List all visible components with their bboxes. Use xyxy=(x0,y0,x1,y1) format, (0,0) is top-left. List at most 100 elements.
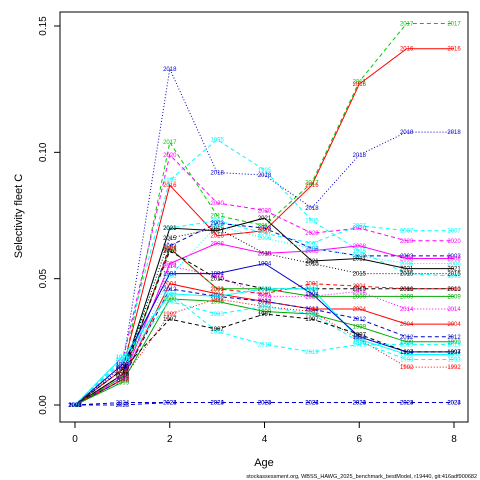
point-label-2024: 2024 xyxy=(163,400,177,406)
point-label-2019: 2019 xyxy=(447,342,461,348)
point-label-1993: 1993 xyxy=(305,312,319,318)
point-label-2001: 2001 xyxy=(353,284,367,290)
point-label-1996: 1996 xyxy=(116,355,130,361)
point-label-2019: 2019 xyxy=(116,358,130,364)
point-label-2019: 2019 xyxy=(258,342,272,348)
point-label-2004: 2004 xyxy=(68,403,82,409)
point-label-2017: 2017 xyxy=(258,224,272,230)
point-label-2017: 2017 xyxy=(447,21,461,27)
point-label-1996: 1996 xyxy=(305,287,319,293)
point-label-2021: 2021 xyxy=(210,229,224,235)
point-label-1992: 1992 xyxy=(116,378,130,384)
point-label-1995: 1995 xyxy=(68,403,82,409)
point-label-2020: 2020 xyxy=(163,153,177,159)
point-label-2014: 2014 xyxy=(68,403,82,409)
point-label-2015: 2015 xyxy=(116,373,130,379)
point-label-1993: 1993 xyxy=(163,299,177,305)
point-label-2021: 2021 xyxy=(163,226,177,232)
point-label-2024: 2024 xyxy=(116,400,130,406)
point-label-1992: 1992 xyxy=(447,365,461,371)
point-label-2015: 2015 xyxy=(68,403,82,409)
point-label-1999: 1999 xyxy=(163,297,177,303)
point-label-2008: 2008 xyxy=(447,256,461,262)
point-label-2020: 2020 xyxy=(68,403,82,409)
point-label-1999: 1999 xyxy=(447,340,461,346)
x-tick-label: 8 xyxy=(451,434,457,445)
point-label-2020: 2020 xyxy=(353,226,367,232)
x-tick-label: 0 xyxy=(72,434,78,445)
point-label-2012: 2012 xyxy=(210,294,224,300)
point-label-2003: 2003 xyxy=(68,403,82,409)
point-label-2012: 2012 xyxy=(400,335,414,341)
point-label-2015: 2015 xyxy=(258,251,272,257)
point-label-2021: 2021 xyxy=(68,403,82,409)
point-label-2003: 2003 xyxy=(305,246,319,252)
point-label-2010: 2010 xyxy=(68,403,82,409)
point-label-2001: 2001 xyxy=(400,287,414,293)
point-label-2006: 2006 xyxy=(258,236,272,242)
point-label-2004: 2004 xyxy=(447,322,461,328)
point-label-1997: 1997 xyxy=(68,403,82,409)
point-label-2008: 2008 xyxy=(163,262,177,268)
point-label-2009: 2009 xyxy=(305,294,319,300)
point-label-2016: 2016 xyxy=(258,229,272,235)
point-label-2016: 2016 xyxy=(116,368,130,374)
point-label-1992: 1992 xyxy=(68,403,82,409)
point-label-2019: 2019 xyxy=(400,342,414,348)
series-line-1995 xyxy=(74,139,455,406)
point-label-1992: 1992 xyxy=(353,337,367,343)
point-label-2021: 2021 xyxy=(353,256,367,262)
point-label-1994: 1994 xyxy=(163,272,177,278)
point-label-2010: 2010 xyxy=(305,287,319,293)
point-label-2009: 2009 xyxy=(400,294,414,300)
point-label-2014: 2014 xyxy=(210,274,224,280)
point-label-2021: 2021 xyxy=(258,216,272,222)
series-line-1994 xyxy=(74,262,454,406)
point-label-2014: 2014 xyxy=(400,307,414,313)
point-label-2015: 2015 xyxy=(163,236,177,242)
point-label-2012: 2012 xyxy=(447,335,461,341)
point-label-2024: 2024 xyxy=(400,400,414,406)
point-label-1997: 1997 xyxy=(116,368,130,374)
point-label-2017: 2017 xyxy=(68,403,82,409)
point-label-1995: 1995 xyxy=(400,272,414,278)
point-label-1994: 1994 xyxy=(400,350,414,356)
point-label-2008: 2008 xyxy=(210,241,224,247)
point-label-2001: 2001 xyxy=(305,282,319,288)
point-label-1995: 1995 xyxy=(447,274,461,280)
point-label-1994: 1994 xyxy=(116,363,130,369)
point-label-2016: 2016 xyxy=(163,183,177,189)
point-label-2018: 2018 xyxy=(305,206,319,212)
point-label-2012: 2012 xyxy=(353,317,367,323)
point-label-2012: 2012 xyxy=(305,307,319,313)
y-tick-label: 0.10 xyxy=(38,142,49,162)
point-label-2007: 2007 xyxy=(353,224,367,230)
point-label-1995: 1995 xyxy=(353,249,367,255)
point-label-2019: 2019 xyxy=(68,403,82,409)
series-line-2007 xyxy=(74,220,454,406)
point-label-1995: 1995 xyxy=(210,138,224,144)
point-label-2003: 2003 xyxy=(210,221,224,227)
point-label-1995: 1995 xyxy=(163,178,177,184)
point-label-2023: 2023 xyxy=(163,400,177,406)
x-axis: 0 2 4 6 8 xyxy=(72,421,457,445)
point-label-2014: 2014 xyxy=(163,264,177,270)
point-label-2015: 2015 xyxy=(353,272,367,278)
point-label-2021: 2021 xyxy=(400,267,414,273)
point-label-1993: 1993 xyxy=(400,358,414,364)
x-tick-label: 6 xyxy=(356,434,362,445)
point-label-1999: 1999 xyxy=(400,340,414,346)
point-label-2018: 2018 xyxy=(210,171,224,177)
point-label-2018: 2018 xyxy=(68,403,82,409)
point-label-1993: 1993 xyxy=(68,403,82,409)
point-label-2015: 2015 xyxy=(400,272,414,278)
point-label-1994: 1994 xyxy=(68,403,82,409)
point-label-2017: 2017 xyxy=(353,80,367,86)
point-label-1997: 1997 xyxy=(447,350,461,356)
point-label-1994: 1994 xyxy=(210,272,224,278)
point-label-2020: 2020 xyxy=(400,239,414,245)
x-tick-label: 4 xyxy=(262,434,268,445)
point-label-2009: 2009 xyxy=(163,246,177,252)
y-tick-label: 0.05 xyxy=(38,268,49,288)
point-label-2008: 2008 xyxy=(116,378,130,384)
